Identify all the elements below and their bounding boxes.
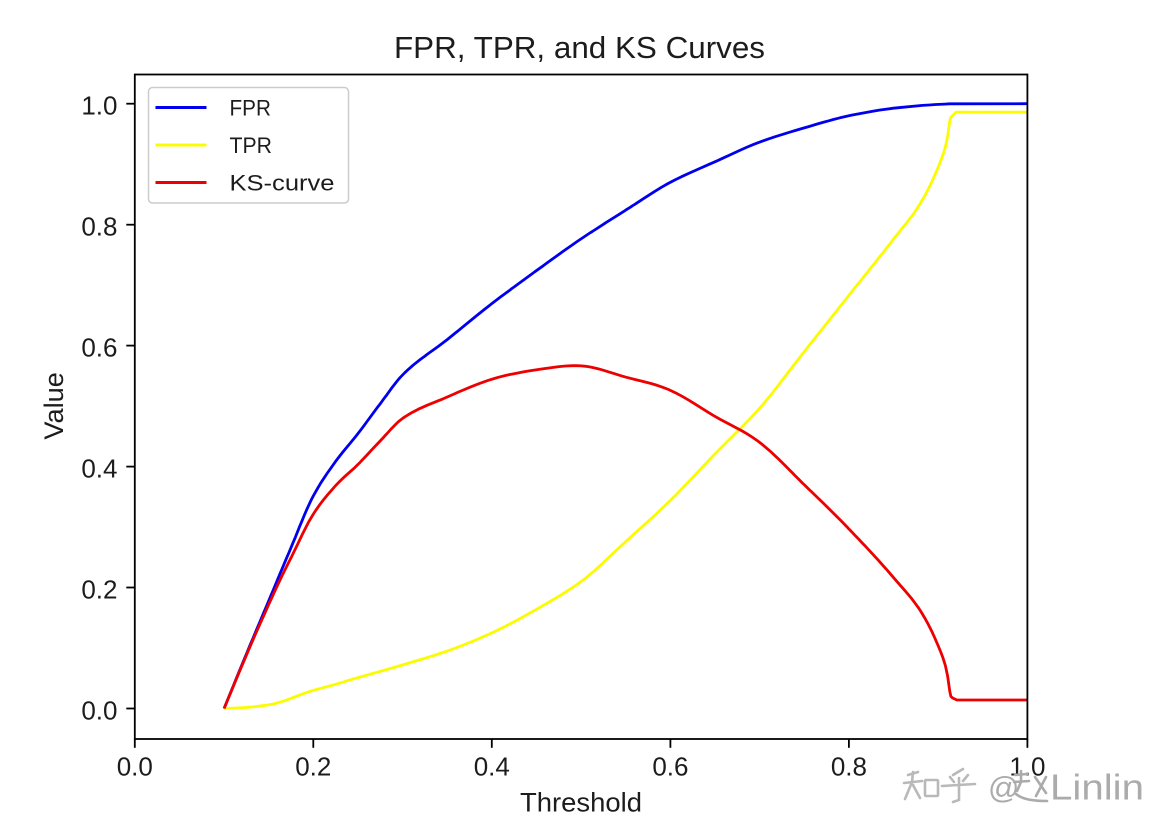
svg-text:0.8: 0.8 (81, 212, 117, 242)
svg-text:0.2: 0.2 (295, 752, 331, 782)
svg-text:Linlin: Linlin (1050, 767, 1144, 808)
svg-text:0.0: 0.0 (81, 696, 117, 726)
svg-text:0.6: 0.6 (652, 752, 688, 782)
svg-text:0.8: 0.8 (831, 752, 867, 782)
svg-text:0.4: 0.4 (81, 454, 117, 484)
svg-text:0.2: 0.2 (81, 575, 117, 605)
svg-text:0.6: 0.6 (81, 333, 117, 363)
svg-text:FPR, TPR, and KS Curves: FPR, TPR, and KS Curves (394, 30, 765, 65)
svg-text:1.0: 1.0 (1009, 752, 1045, 782)
svg-text:KS-curve: KS-curve (230, 170, 335, 195)
svg-text:1.0: 1.0 (81, 91, 117, 121)
svg-text:TPR: TPR (230, 133, 273, 158)
svg-text:Value: Value (39, 372, 69, 439)
svg-text:0.0: 0.0 (117, 752, 153, 782)
svg-text:Threshold: Threshold (520, 788, 642, 818)
svg-text:FPR: FPR (230, 95, 271, 120)
svg-text:0.4: 0.4 (474, 752, 510, 782)
